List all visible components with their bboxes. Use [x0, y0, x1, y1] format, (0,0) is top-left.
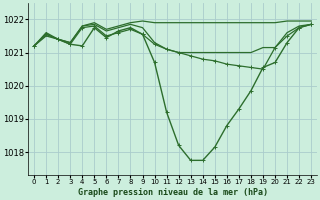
X-axis label: Graphe pression niveau de la mer (hPa): Graphe pression niveau de la mer (hPa)	[78, 188, 268, 197]
